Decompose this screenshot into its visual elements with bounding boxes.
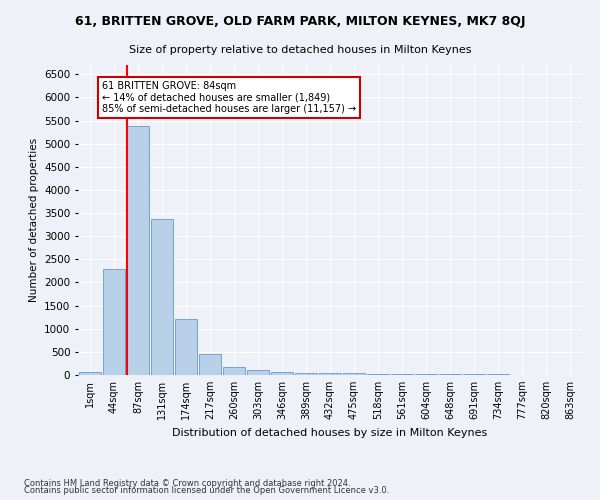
Bar <box>415 374 437 375</box>
Bar <box>487 374 509 375</box>
Y-axis label: Number of detached properties: Number of detached properties <box>29 138 38 302</box>
Bar <box>295 372 317 375</box>
Bar <box>271 372 293 375</box>
Bar <box>103 268 125 375</box>
Bar <box>391 374 413 375</box>
Bar <box>79 372 101 375</box>
Text: Contains public sector information licensed under the Open Government Licence v3: Contains public sector information licen… <box>24 486 389 495</box>
Text: 61 BRITTEN GROVE: 84sqm
← 14% of detached houses are smaller (1,849)
85% of semi: 61 BRITTEN GROVE: 84sqm ← 14% of detache… <box>102 81 356 114</box>
Bar <box>367 374 389 375</box>
Bar <box>463 374 485 375</box>
Text: 61, BRITTEN GROVE, OLD FARM PARK, MILTON KEYNES, MK7 8QJ: 61, BRITTEN GROVE, OLD FARM PARK, MILTON… <box>75 15 525 28</box>
Bar <box>247 370 269 375</box>
Bar <box>175 320 197 375</box>
Bar <box>343 374 365 375</box>
Bar <box>439 374 461 375</box>
Bar <box>223 367 245 375</box>
X-axis label: Distribution of detached houses by size in Milton Keynes: Distribution of detached houses by size … <box>172 428 488 438</box>
Text: Contains HM Land Registry data © Crown copyright and database right 2024.: Contains HM Land Registry data © Crown c… <box>24 478 350 488</box>
Bar <box>127 126 149 375</box>
Bar <box>199 354 221 375</box>
Bar <box>151 218 173 375</box>
Bar <box>319 373 341 375</box>
Text: Size of property relative to detached houses in Milton Keynes: Size of property relative to detached ho… <box>129 45 471 55</box>
